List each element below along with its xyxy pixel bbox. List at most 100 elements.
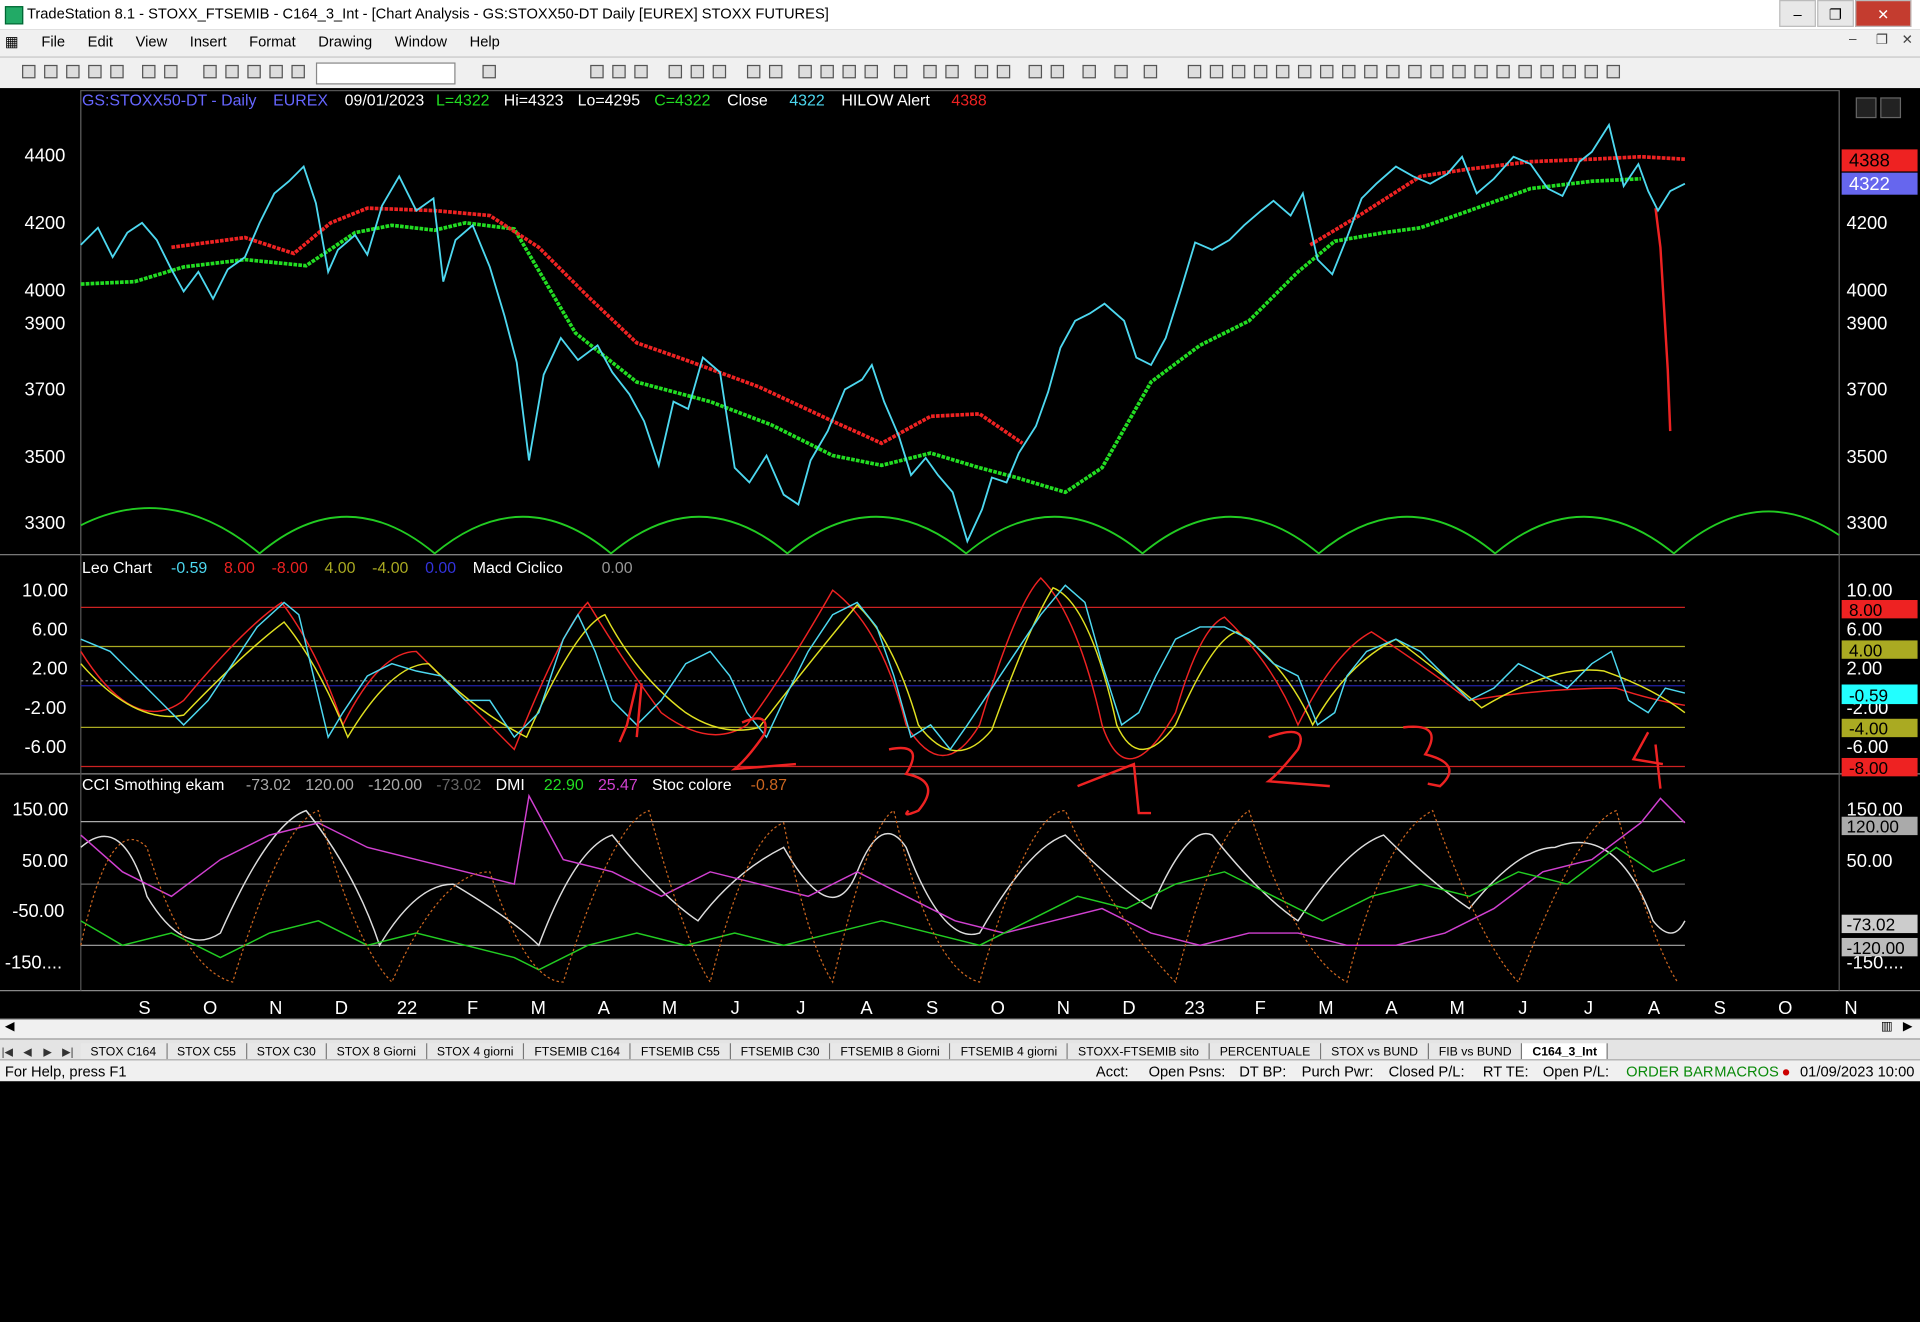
- fib-icon[interactable]: [1253, 64, 1268, 79]
- ruler-icon[interactable]: [1114, 64, 1128, 79]
- andrews-icon[interactable]: [1320, 64, 1334, 79]
- trendline-icon[interactable]: [1187, 64, 1202, 79]
- tab-first-icon[interactable]: |◀: [1, 1045, 14, 1058]
- chart-icon-2[interactable]: [690, 64, 705, 79]
- pane-maximize-button[interactable]: [1880, 97, 1902, 119]
- horizontal-line-icon[interactable]: [1231, 64, 1246, 79]
- macros-button[interactable]: MACROS: [1714, 1062, 1779, 1081]
- regression-icon[interactable]: [1342, 64, 1356, 79]
- strategy-icon[interactable]: [269, 64, 283, 79]
- text-icon[interactable]: [1606, 64, 1621, 79]
- format-icon[interactable]: [203, 64, 217, 79]
- arrow-icon[interactable]: [1386, 64, 1400, 79]
- minimize-button[interactable]: –: [1779, 0, 1816, 27]
- tab-ftsemib-4-giorni[interactable]: FTSEMIB 4 giorni: [950, 1043, 1069, 1061]
- tab-prev-icon[interactable]: ◀: [23, 1045, 32, 1058]
- order-bar-button[interactable]: ORDER BAR: [1626, 1062, 1714, 1081]
- menu-view[interactable]: View: [135, 33, 168, 51]
- cycle-icon[interactable]: [1452, 64, 1466, 79]
- tab-c164-3-int[interactable]: C164_3_Int: [1522, 1043, 1609, 1061]
- scroll-thumb-icon[interactable]: ▥: [1880, 1020, 1893, 1034]
- indicator-icon[interactable]: [247, 64, 261, 79]
- scroll-left-arrow-icon[interactable]: ◀: [4, 1020, 15, 1034]
- tab-stoxx-ftsemib-sito[interactable]: STOXX-FTSEMIB sito: [1068, 1043, 1210, 1061]
- pane-minimize-button[interactable]: [1855, 97, 1877, 119]
- tab-last-icon[interactable]: ▶|: [62, 1045, 74, 1058]
- parallel-icon[interactable]: [1408, 64, 1422, 79]
- symbol-select[interactable]: [315, 62, 456, 85]
- bar-spacing-icon[interactable]: [923, 64, 937, 79]
- copy-window-icon[interactable]: [88, 64, 102, 79]
- vertical-line-icon[interactable]: [1209, 64, 1224, 79]
- rectangle-icon[interactable]: [1584, 64, 1598, 79]
- menu-insert[interactable]: Insert: [189, 33, 227, 51]
- speed-line-icon[interactable]: [1275, 64, 1290, 79]
- pointer-icon[interactable]: [1028, 64, 1043, 79]
- tab-stox-c55[interactable]: STOX C55: [167, 1043, 248, 1061]
- bar-spacing-icon-2[interactable]: [945, 64, 959, 79]
- menu-edit[interactable]: Edit: [87, 33, 113, 51]
- tab-ftsemib-c55[interactable]: FTSEMIB C55: [631, 1043, 731, 1061]
- document-icon[interactable]: ▦: [4, 33, 19, 51]
- layout-icon-1[interactable]: [590, 64, 604, 79]
- gann-icon[interactable]: [1297, 64, 1312, 79]
- analysis-icon-3[interactable]: [842, 64, 856, 79]
- maximize-button[interactable]: ❐: [1817, 0, 1854, 27]
- mdi-restore-button[interactable]: ❐: [1875, 33, 1889, 48]
- menu-help[interactable]: Help: [469, 33, 500, 51]
- find-icon[interactable]: [482, 64, 496, 79]
- bar-icon[interactable]: [893, 64, 908, 79]
- menu-file[interactable]: File: [41, 33, 66, 51]
- channel-icon[interactable]: [1364, 64, 1378, 79]
- open-icon[interactable]: [44, 64, 58, 79]
- tab-stox-c164[interactable]: STOX C164: [80, 1043, 168, 1061]
- tab-fib-vs-bund[interactable]: FIB vs BUND: [1428, 1043, 1523, 1061]
- layout-icon-2[interactable]: [612, 64, 626, 79]
- arc-icon[interactable]: [1474, 64, 1488, 79]
- eraser-icon[interactable]: [1143, 64, 1158, 79]
- mdi-minimize-button[interactable]: –: [1848, 31, 1857, 47]
- scroll-right-arrow-icon[interactable]: ▶: [1902, 1020, 1913, 1034]
- new-icon[interactable]: [22, 64, 36, 79]
- menu-drawing[interactable]: Drawing: [318, 33, 373, 51]
- new-window-icon[interactable]: [66, 64, 80, 79]
- window-icon-2[interactable]: [768, 64, 783, 79]
- mdi-close-button[interactable]: ✕: [1901, 33, 1913, 48]
- ellipse-icon[interactable]: [1562, 64, 1576, 79]
- globe-icon[interactable]: [291, 64, 305, 79]
- tab-stox-vs-bund[interactable]: STOX vs BUND: [1321, 1043, 1429, 1061]
- tab-ftsemib-c30[interactable]: FTSEMIB C30: [730, 1043, 831, 1061]
- print-preview-icon[interactable]: [164, 64, 178, 79]
- arrow-down-icon[interactable]: [1518, 64, 1532, 79]
- window-icon-1[interactable]: [746, 64, 761, 79]
- chart-icon-3[interactable]: [712, 64, 727, 79]
- menu-format[interactable]: Format: [249, 33, 296, 51]
- analysis-icon-4[interactable]: [864, 64, 878, 79]
- arrow-up-icon[interactable]: [1540, 64, 1554, 79]
- tab-percentuale[interactable]: PERCENTUALE: [1209, 1043, 1322, 1061]
- chart-type-icon[interactable]: [225, 64, 239, 79]
- chart-svg[interactable]: 1 2 3 1 2 3 4 GS:STOXX50-DT - Daily EURE…: [0, 88, 1920, 1019]
- chart-icon-1[interactable]: [668, 64, 683, 79]
- tab-stox-c30[interactable]: STOX C30: [247, 1043, 327, 1061]
- analysis-icon-2[interactable]: [820, 64, 834, 79]
- print-icon[interactable]: [142, 64, 156, 79]
- save-icon[interactable]: [110, 64, 124, 79]
- menu-window[interactable]: Window: [394, 33, 448, 51]
- close-button[interactable]: ✕: [1855, 0, 1912, 27]
- tools-icon[interactable]: [1082, 64, 1096, 79]
- zoom-out-icon[interactable]: [996, 64, 1011, 79]
- tab-next-icon[interactable]: ▶: [43, 1045, 52, 1058]
- horizontal-scrollbar[interactable]: ◀ ▥ ▶: [0, 1018, 1920, 1040]
- pitchfork-icon[interactable]: [1430, 64, 1444, 79]
- drawing-select-icon[interactable]: [1050, 64, 1065, 79]
- curve-icon[interactable]: [1496, 64, 1510, 79]
- tab-ftsemib-c164[interactable]: FTSEMIB C164: [524, 1043, 632, 1061]
- tab-stox-4-giorni[interactable]: STOX 4 giorni: [427, 1043, 525, 1061]
- zoom-in-icon[interactable]: [974, 64, 989, 79]
- tab-ftsemib-8-giorni[interactable]: FTSEMIB 8 Giorni: [830, 1043, 951, 1061]
- layout-icon-3[interactable]: [634, 64, 648, 79]
- tab-stox-8-giorni[interactable]: STOX 8 Giorni: [326, 1043, 428, 1061]
- chart-area[interactable]: 1 2 3 1 2 3 4 GS:STOXX50-DT - Daily EURE…: [0, 88, 1920, 1019]
- analysis-icon-1[interactable]: [798, 64, 812, 79]
